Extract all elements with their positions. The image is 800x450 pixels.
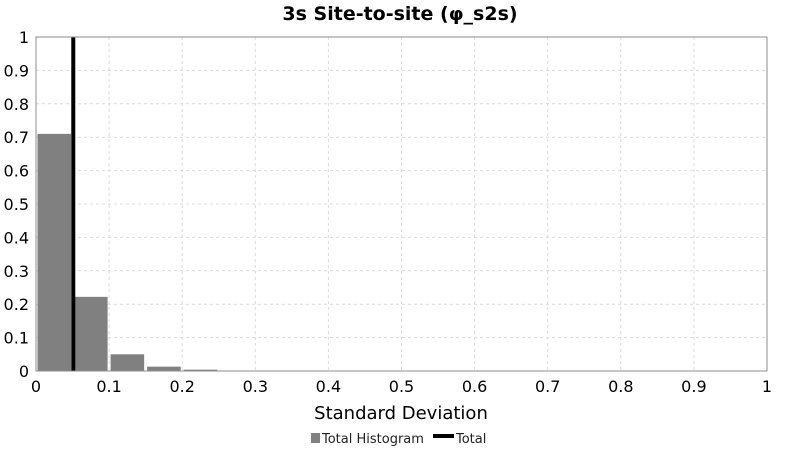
y-tick-label: 0.6 — [4, 162, 29, 181]
y-tick-label: 0.2 — [4, 295, 29, 314]
histogram-bar — [147, 366, 181, 371]
histogram-bar — [110, 354, 145, 371]
legend-label-total-histogram: Total Histogram — [321, 432, 424, 447]
histogram-bar — [74, 296, 108, 371]
y-tick-label: 0.8 — [4, 95, 29, 114]
x-tick-label: 0.5 — [389, 377, 414, 396]
y-tick-label: 0.9 — [4, 61, 29, 80]
x-tick-label: 0.6 — [462, 377, 487, 396]
histogram-bars — [37, 133, 291, 371]
plot-frame — [35, 36, 768, 372]
histogram-bar — [37, 133, 72, 371]
x-tick-label: 0.8 — [608, 377, 633, 396]
x-tick-label: 0.4 — [316, 377, 341, 396]
legend-marker-total — [433, 434, 454, 438]
y-tick-label: 1 — [19, 28, 29, 47]
legend: Total Histogram Total — [311, 432, 486, 447]
y-tick-label: 0.4 — [4, 228, 29, 247]
x-tick-label: 1 — [762, 377, 772, 396]
y-tick-label: 0.5 — [4, 195, 29, 214]
x-tick-label: 0.7 — [535, 377, 560, 396]
grid-lines — [36, 37, 767, 371]
y-tick-label: 0.7 — [4, 128, 29, 147]
y-tick-label: 0.3 — [4, 262, 29, 281]
legend-label-total: Total — [455, 432, 486, 447]
x-tick-label: 0.9 — [681, 377, 706, 396]
x-axis-label: Standard Deviation — [314, 403, 488, 424]
x-axis-ticks: 0 0.1 0.2 0.3 0.4 0.5 0.6 0.7 0.8 0.9 1 — [31, 377, 772, 396]
x-tick-label: 0.1 — [96, 377, 121, 396]
histogram-bar — [183, 369, 218, 371]
y-tick-label: 0 — [19, 362, 29, 381]
chart-title: 3s Site-to-site (φ_s2s) — [282, 3, 517, 25]
y-axis-ticks: 0 0.1 0.2 0.3 0.4 0.5 0.6 0.7 0.8 0.9 1 — [4, 28, 29, 381]
y-tick-label: 0.1 — [4, 329, 29, 348]
legend-marker-total-histogram — [311, 433, 320, 443]
x-tick-label: 0.3 — [243, 377, 268, 396]
x-tick-label: 0.2 — [169, 377, 194, 396]
x-tick-label: 0 — [31, 377, 41, 396]
